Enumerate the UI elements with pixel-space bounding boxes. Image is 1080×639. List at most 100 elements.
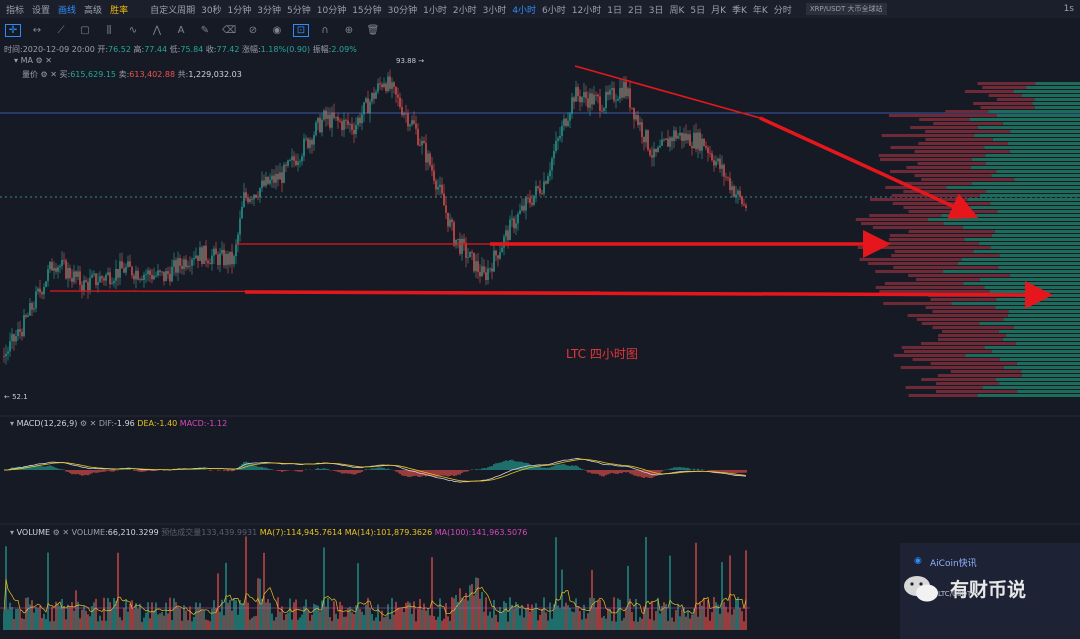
toolbar-item-draw[interactable]: 画线 (58, 5, 77, 16)
crosshair-icon[interactable]: ✛ (5, 23, 21, 37)
hide-icon[interactable]: ⊡ (293, 23, 309, 37)
candle-body (249, 199, 251, 203)
period-21[interactable]: 年K (752, 5, 768, 16)
pair-tag[interactable]: XRP/USDT 大币全球站 (805, 3, 887, 15)
period-0[interactable]: 自定义周期 (150, 5, 196, 16)
volume-bar (363, 614, 365, 630)
gear-icon[interactable]: ⚙ (35, 56, 43, 65)
period-6[interactable]: 15分钟 (352, 5, 382, 16)
volume-bar (309, 620, 311, 630)
macd-histogram-bar (411, 470, 413, 477)
period-18[interactable]: 5日 (690, 5, 706, 16)
horizontal-line-icon[interactable]: ↔ (32, 24, 42, 36)
collapse-icon[interactable]: ▾ (10, 528, 15, 537)
period-20[interactable]: 季K (731, 5, 747, 16)
volume-profile-bar (979, 278, 1080, 281)
period-1[interactable]: 30秒 (201, 5, 222, 16)
refresh-interval[interactable]: 1s (1063, 4, 1074, 14)
visibility-icon[interactable]: ◉ (272, 24, 282, 36)
close-icon[interactable]: ✕ (89, 419, 97, 428)
gear-icon[interactable]: ⚙ (52, 528, 60, 537)
text-icon[interactable]: A (177, 24, 185, 36)
eraser-icon[interactable]: ⌫ (222, 24, 237, 36)
candle-body (653, 148, 655, 158)
magnet-icon[interactable]: ∩ (321, 24, 329, 36)
period-9[interactable]: 2小时 (452, 5, 477, 16)
volume-bar (653, 620, 655, 630)
brush-icon[interactable]: ✎ (200, 24, 210, 36)
macd-histogram-bar (589, 470, 591, 473)
macd-histogram-bar (151, 470, 153, 472)
volume-bar (697, 616, 699, 630)
toolbar-item-settings[interactable]: 设置 (32, 5, 51, 16)
volume-profile-bar (996, 98, 1035, 101)
toolbar-item-indicator[interactable]: 指标 (6, 5, 25, 16)
dea-value: -1.40 (156, 419, 178, 428)
period-22[interactable]: 分时 (773, 5, 792, 16)
gear-icon[interactable]: ⚙ (40, 70, 48, 79)
toolbar-item-winrate[interactable]: 胜率 (110, 5, 129, 16)
volume-bar (473, 595, 475, 630)
period-8[interactable]: 1小时 (423, 5, 447, 16)
close-icon[interactable]: ✕ (50, 70, 57, 79)
macd-histogram-bar (29, 465, 31, 470)
period-10[interactable]: 3小时 (482, 5, 507, 16)
period-19[interactable]: 月K (711, 5, 726, 16)
volume-profile-bar (932, 310, 1009, 313)
macd-histogram-bar (435, 470, 437, 478)
zoom-icon[interactable]: ⊕ (344, 24, 354, 36)
candle-body (303, 138, 305, 157)
volume-bar (289, 598, 291, 630)
volume-bar (59, 606, 61, 630)
period-13[interactable]: 12小时 (571, 5, 602, 16)
period-5[interactable]: 10分钟 (316, 5, 347, 16)
candle-body (187, 265, 189, 268)
collapse-icon[interactable]: ▾ (10, 419, 15, 428)
period-4[interactable]: 5分钟 (287, 5, 311, 16)
trash-icon[interactable]: 🗑 (366, 24, 380, 36)
period-14[interactable]: 1日 (607, 5, 622, 16)
candle-body (543, 181, 545, 194)
volume-bar (551, 618, 553, 630)
candle-body (293, 156, 295, 161)
period-17[interactable]: 周K (669, 5, 685, 16)
volume-bar (379, 621, 381, 630)
period-7[interactable]: 30分钟 (387, 5, 418, 16)
period-16[interactable]: 3日 (648, 5, 664, 16)
macd-histogram-bar (373, 468, 375, 470)
candle-body (721, 164, 723, 169)
candle-body (295, 160, 297, 166)
period-2[interactable]: 1分钟 (227, 5, 252, 16)
macd-histogram-bar (121, 469, 123, 470)
pattern-icon[interactable]: ⋀ (152, 24, 162, 36)
period-12[interactable]: 6小时 (542, 5, 566, 16)
candle-body (539, 188, 541, 194)
wave-icon[interactable]: ∿ (128, 24, 138, 36)
candle-body (327, 114, 329, 119)
candle-body (29, 303, 31, 316)
macd-histogram-bar (333, 470, 335, 471)
candle-body (223, 249, 225, 266)
macd-histogram-bar (145, 470, 147, 472)
collapse-icon[interactable]: ▾ (14, 56, 19, 65)
candle-body (621, 87, 623, 98)
close-icon[interactable]: ✕ (62, 528, 70, 537)
volume-bar (689, 618, 691, 630)
lock-icon[interactable]: ⊘ (248, 24, 258, 36)
period-15[interactable]: 2日 (627, 5, 643, 16)
toolbar-item-advanced[interactable]: 高级 (84, 5, 103, 16)
volume-profile-bar (998, 330, 1080, 333)
candle-body (351, 124, 353, 130)
period-11[interactable]: 4小时 (512, 5, 537, 16)
trendline-icon[interactable]: ⟋ (57, 24, 65, 36)
gear-icon[interactable]: ⚙ (79, 419, 88, 428)
rectangle-icon[interactable]: ▢ (80, 24, 90, 36)
volume-bar (147, 602, 149, 630)
close-icon[interactable]: ✕ (45, 56, 52, 65)
candle-body (663, 139, 665, 141)
candle-body (435, 180, 437, 190)
channel-icon[interactable]: ⫼ (106, 24, 112, 36)
vol-label: VOLUME: (71, 528, 108, 537)
period-3[interactable]: 3分钟 (257, 5, 282, 16)
